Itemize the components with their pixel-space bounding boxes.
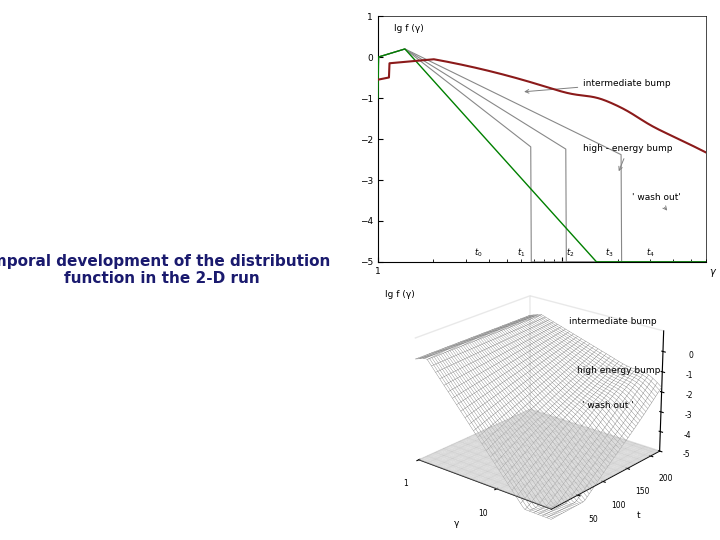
Text: γ: γ [709,267,715,277]
Text: intermediate bump: intermediate bump [525,79,671,93]
Text: Temporal development of the distribution
    function in the 2-D run: Temporal development of the distribution… [0,254,330,286]
Text: intermediate bump: intermediate bump [569,317,657,326]
Text: $t_4$: $t_4$ [646,246,654,259]
Text: lg f (γ): lg f (γ) [395,24,424,32]
Text: ' wash out': ' wash out' [632,193,681,210]
Text: $t_1$: $t_1$ [517,246,526,259]
Text: high energy bump: high energy bump [577,366,660,375]
Text: ' wash out ': ' wash out ' [582,401,634,410]
X-axis label: γ: γ [454,518,459,528]
Text: $t_2$: $t_2$ [566,246,574,259]
Text: lg f (γ): lg f (γ) [385,290,415,299]
Y-axis label: t: t [636,511,640,521]
Text: high - energy bump: high - energy bump [583,144,672,170]
Text: $t_0$: $t_0$ [474,246,482,259]
Text: $t_3$: $t_3$ [605,246,613,259]
